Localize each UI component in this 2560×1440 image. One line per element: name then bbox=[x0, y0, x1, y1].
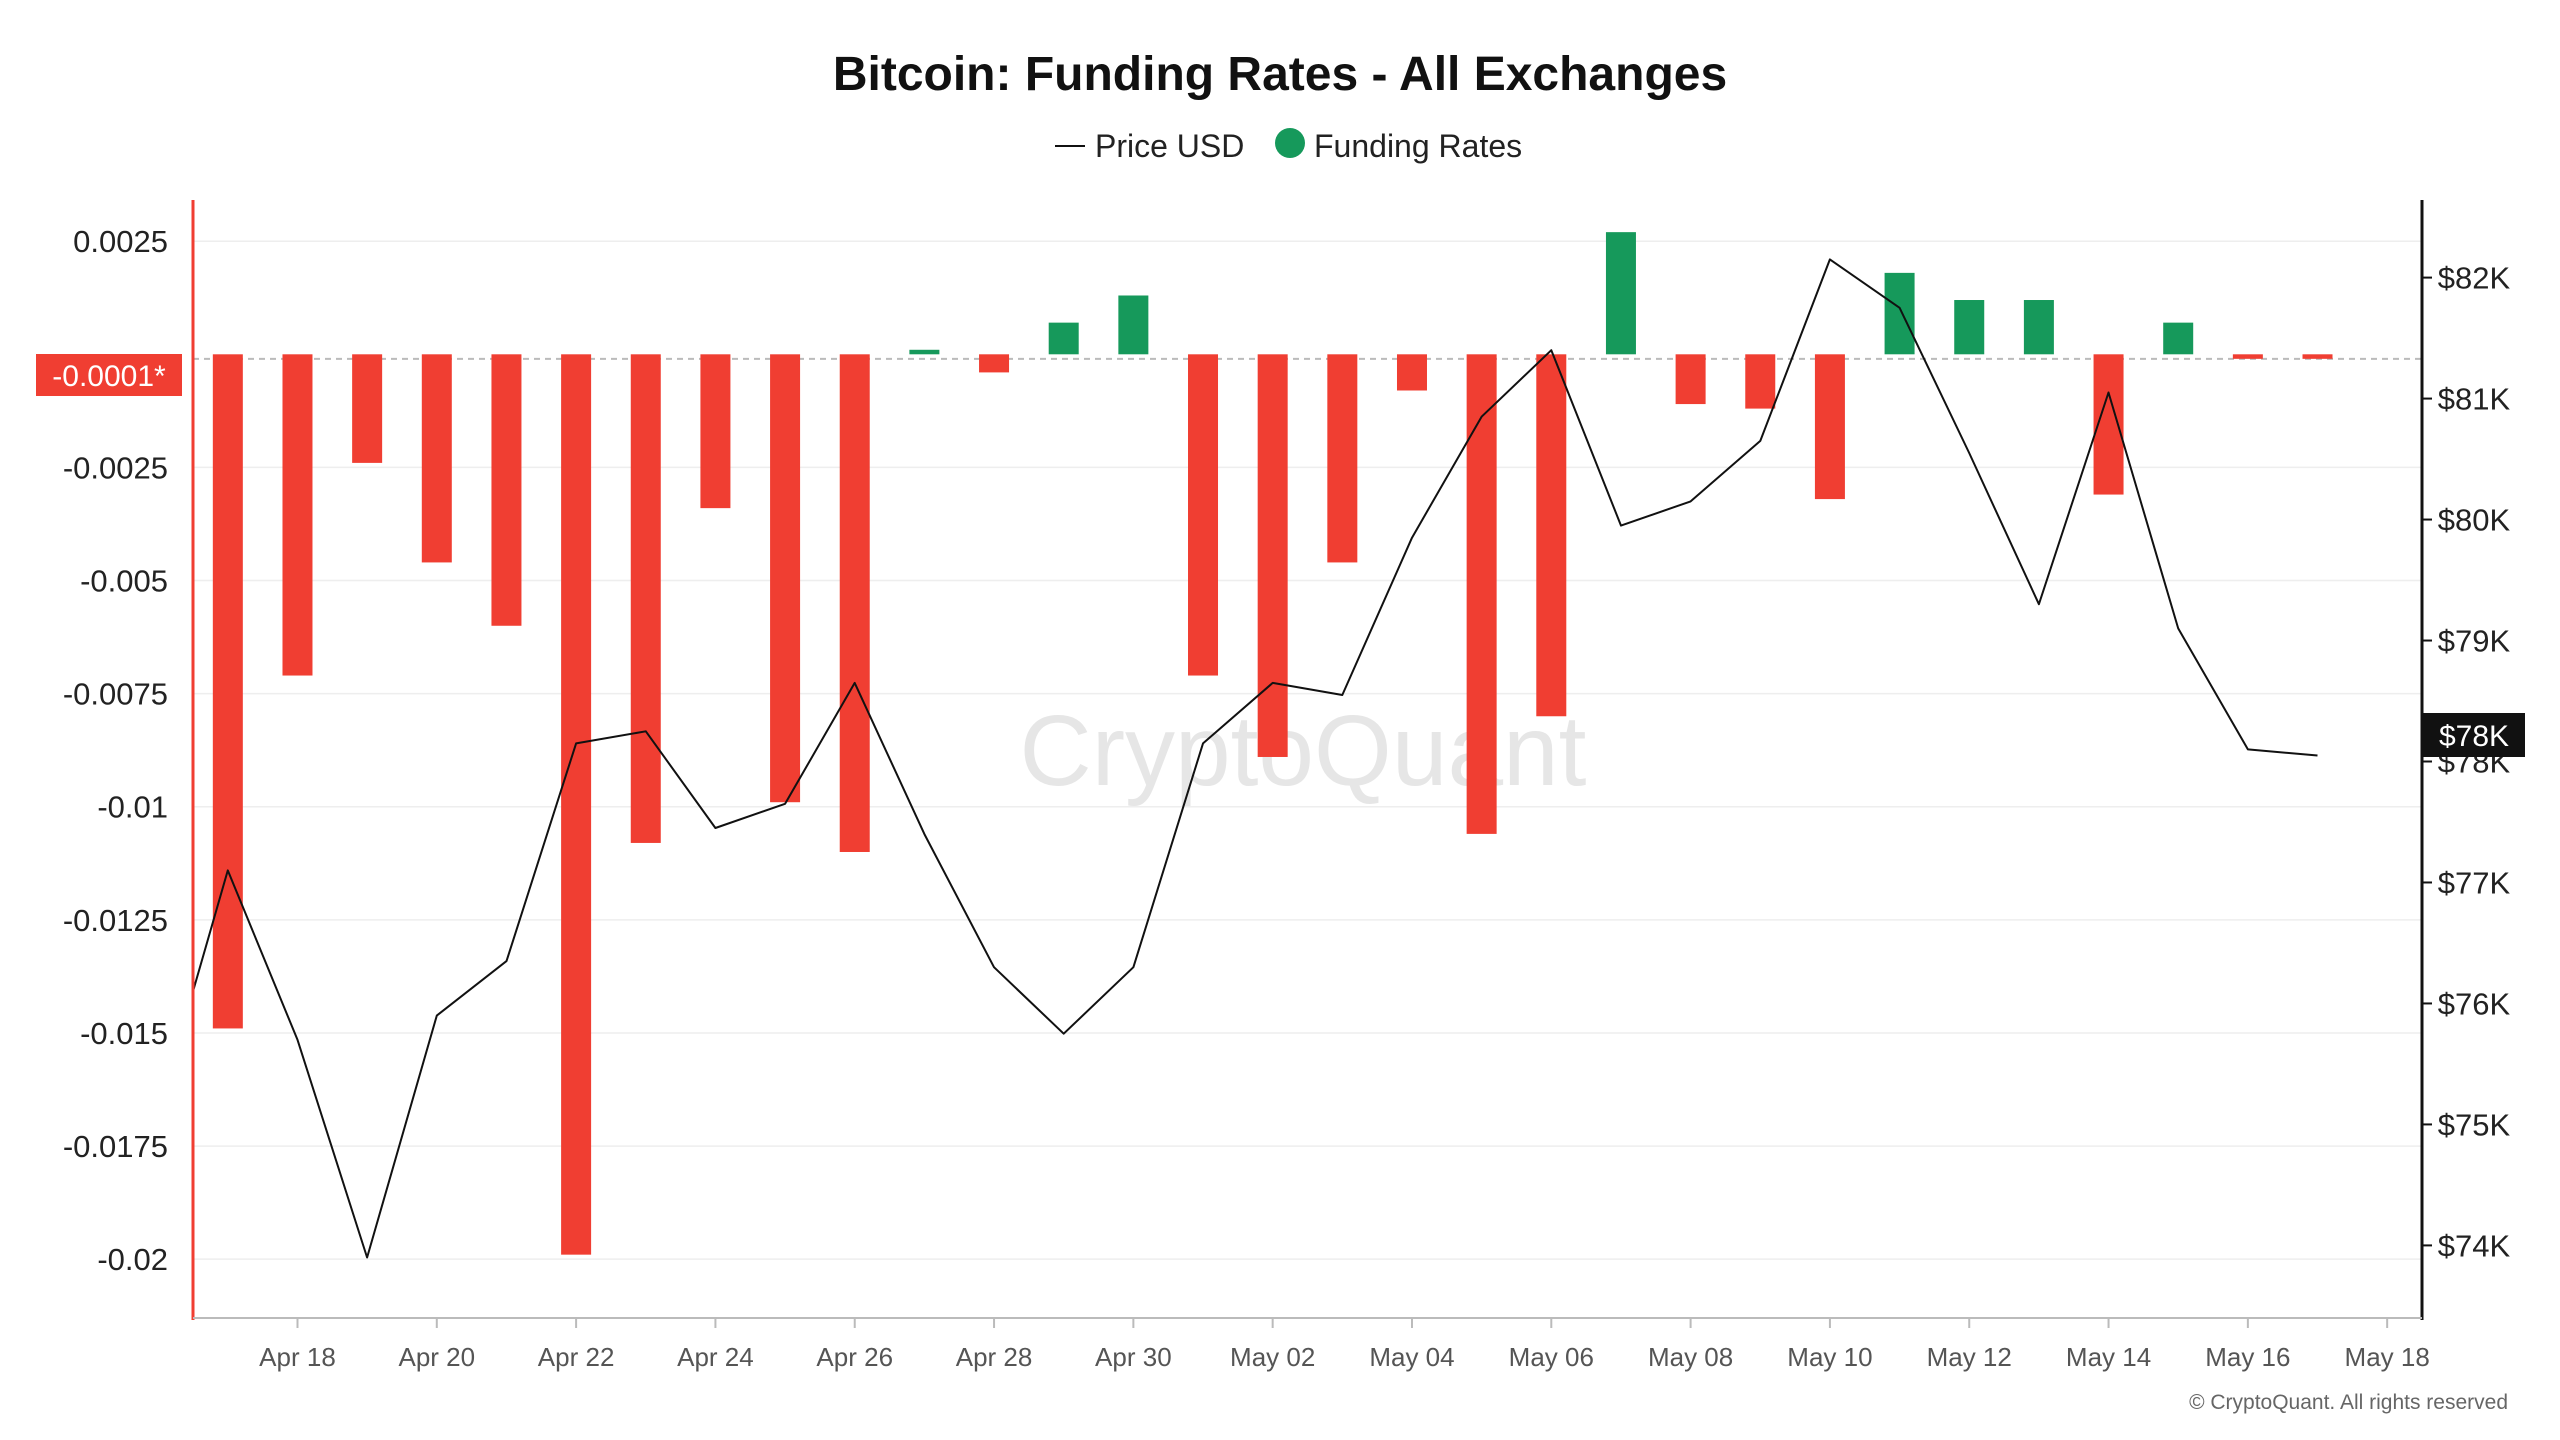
x-tick-label: May 06 bbox=[1509, 1342, 1594, 1372]
funding-bar[interactable] bbox=[2232, 354, 2263, 359]
y-left-tick-label: -0.005 bbox=[80, 564, 168, 599]
x-tick-label: May 10 bbox=[1787, 1342, 1872, 1372]
x-tick-label: May 02 bbox=[1230, 1342, 1315, 1372]
funding-bar[interactable] bbox=[770, 354, 801, 803]
x-tick-label: Apr 22 bbox=[538, 1342, 615, 1372]
x-tick-label: May 18 bbox=[2345, 1342, 2430, 1372]
x-tick-label: May 08 bbox=[1648, 1342, 1733, 1372]
funding-bar[interactable] bbox=[491, 354, 522, 626]
funding-bar[interactable] bbox=[979, 354, 1010, 373]
funding-bar[interactable] bbox=[1466, 354, 1497, 834]
funding-bar[interactable] bbox=[1605, 232, 1636, 355]
watermark: CryptoQuant bbox=[1020, 695, 1587, 807]
y-right-tick-label: $79K bbox=[2438, 624, 2511, 659]
y-right-tick-label: $75K bbox=[2438, 1107, 2511, 1142]
y-left-tick-label: -0.01 bbox=[97, 790, 168, 825]
y-left-tick-label: -0.02 bbox=[97, 1242, 168, 1277]
funding-bar[interactable] bbox=[2302, 354, 2333, 359]
funding-bar[interactable] bbox=[1675, 354, 1706, 405]
chart-title: Bitcoin: Funding Rates - All Exchanges bbox=[833, 48, 1727, 101]
y-left-tick-label: -0.0025 bbox=[63, 450, 168, 485]
y-right-tick-label: $77K bbox=[2438, 865, 2511, 900]
axes-layer: 0.0025 -0.0025 -0.005 -0.0075 -0.01 -0.0125 -0… bbox=[63, 200, 2511, 1372]
funding-bar[interactable] bbox=[700, 354, 731, 509]
y-left-tick-label: -0.0075 bbox=[63, 677, 168, 712]
price-line-layer bbox=[192, 258, 2318, 1259]
funding-bar[interactable] bbox=[1536, 354, 1567, 717]
funding-bar[interactable] bbox=[212, 354, 243, 1029]
funding-bar[interactable] bbox=[1884, 272, 1915, 355]
funding-bar[interactable] bbox=[421, 354, 452, 563]
y-right-tick-label: $80K bbox=[2438, 503, 2511, 538]
x-tick-label: Apr 24 bbox=[677, 1342, 754, 1372]
x-tick-label: Apr 26 bbox=[816, 1342, 893, 1372]
funding-bar[interactable] bbox=[1327, 354, 1358, 563]
x-tick-label: Apr 20 bbox=[398, 1342, 475, 1372]
right-badge-bg bbox=[2423, 713, 2525, 757]
funding-bar[interactable] bbox=[1118, 295, 1149, 355]
y-right-tick-label: $81K bbox=[2438, 382, 2511, 417]
funding-bar[interactable] bbox=[1814, 354, 1845, 500]
legend-funding-label: Funding Rates bbox=[1314, 128, 1522, 164]
funding-bar[interactable] bbox=[1745, 354, 1776, 409]
funding-bar[interactable] bbox=[1396, 354, 1427, 391]
x-tick-label: Apr 18 bbox=[259, 1342, 336, 1372]
funding-bar[interactable] bbox=[909, 349, 940, 355]
left-current-value-badge: -0.0001* bbox=[36, 354, 182, 396]
funding-bar[interactable] bbox=[282, 354, 313, 676]
y-right-tick-label: $76K bbox=[2438, 986, 2511, 1021]
funding-bar[interactable] bbox=[630, 354, 661, 843]
y-left-tick-label: -0.0125 bbox=[63, 903, 168, 938]
funding-bar[interactable] bbox=[1048, 322, 1079, 355]
funding-bar[interactable] bbox=[2023, 300, 2054, 355]
x-tick-label: May 14 bbox=[2066, 1342, 2151, 1372]
x-tick-label: Apr 28 bbox=[956, 1342, 1033, 1372]
copyright-credit: © CryptoQuant. All rights reserved bbox=[2189, 1391, 2508, 1414]
funding-bar[interactable] bbox=[352, 354, 383, 463]
price-line[interactable] bbox=[192, 258, 2318, 1259]
y-left-tick-label: 0.0025 bbox=[73, 224, 168, 259]
left-badge-bg bbox=[36, 354, 182, 396]
y-left-tick-label: -0.0175 bbox=[63, 1129, 168, 1164]
right-current-value-badge: $78K bbox=[2423, 713, 2525, 757]
legend-funding-dot-marker bbox=[1275, 128, 1305, 158]
y-right-tick-label: $74K bbox=[2438, 1228, 2511, 1263]
legend-price-label: Price USD bbox=[1095, 128, 1244, 164]
funding-bar[interactable] bbox=[1954, 300, 1985, 355]
funding-bar[interactable] bbox=[1257, 354, 1288, 757]
funding-bar[interactable] bbox=[2163, 322, 2194, 355]
funding-bar[interactable] bbox=[1188, 354, 1219, 676]
x-tick-label: May 12 bbox=[1927, 1342, 2012, 1372]
y-right-tick-label: $82K bbox=[2438, 261, 2511, 296]
x-tick-label: Apr 30 bbox=[1095, 1342, 1172, 1372]
y-left-tick-label: -0.015 bbox=[80, 1016, 168, 1051]
funding-bar[interactable] bbox=[839, 354, 870, 852]
legend: Price USD Funding Rates bbox=[1055, 128, 1522, 164]
funding-bars-layer bbox=[212, 232, 2333, 1255]
funding-bar[interactable] bbox=[561, 354, 592, 1255]
x-tick-label: May 04 bbox=[1369, 1342, 1454, 1372]
x-tick-label: May 16 bbox=[2205, 1342, 2290, 1372]
right-badge-text: $78K bbox=[2439, 720, 2509, 753]
left-badge-text: -0.0001* bbox=[52, 360, 166, 393]
